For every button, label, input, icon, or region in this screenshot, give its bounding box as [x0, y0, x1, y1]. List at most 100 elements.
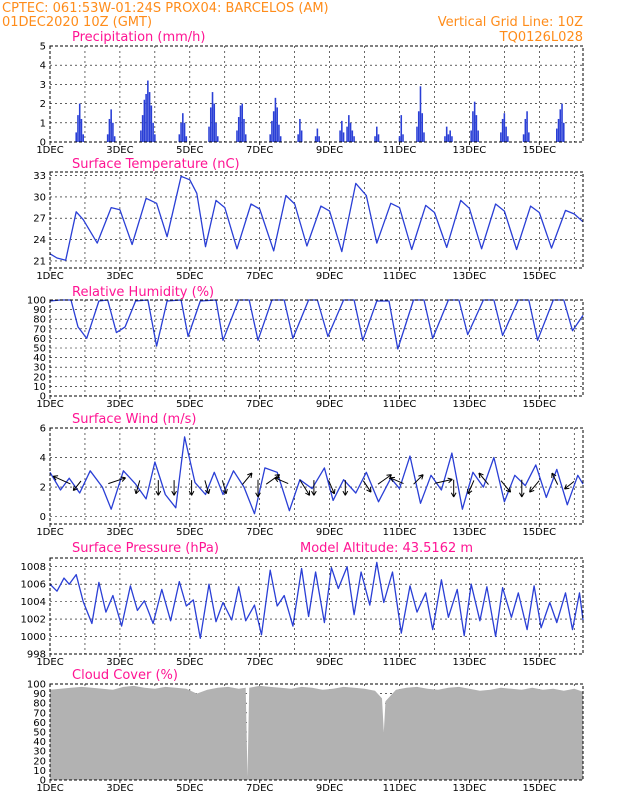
x-tick-label: 11DEC [383, 783, 417, 794]
precip-bar [402, 134, 404, 142]
precip-bar [271, 120, 273, 142]
precip-bar [444, 136, 446, 142]
panel-frame [49, 45, 584, 143]
precip-bar [351, 130, 354, 142]
x-tick-label: 5DEC [176, 145, 203, 156]
y-tick-label: 20 [33, 372, 46, 383]
precip-bar [75, 132, 77, 142]
x-tick-label: 3DEC [106, 527, 133, 538]
x-tick-label: 15DEC [522, 399, 556, 410]
x-tick-label: 13DEC [453, 271, 487, 282]
x-tick-label: 13DEC [453, 657, 487, 668]
x-tick-label: 9DEC [316, 527, 343, 538]
y-tick-label: 3 [40, 80, 46, 91]
wind-arrow [450, 479, 457, 498]
wind-arrow [72, 480, 82, 492]
precip-bar [447, 134, 450, 142]
x-tick-label: 13DEC [453, 399, 487, 410]
precip-bar [236, 130, 238, 142]
precip-bar [500, 132, 502, 142]
precip-bar [244, 134, 247, 142]
y-tick-label: 30 [33, 363, 46, 374]
y-tick-label: 6 [40, 424, 46, 435]
precip-bar [278, 124, 280, 142]
wind-arrow [551, 472, 559, 485]
x-tick-label: 1DEC [36, 657, 63, 668]
precip-bar [562, 122, 565, 142]
precip-bar [526, 111, 528, 142]
header-datetime: 01DEC2020 10Z (GMT) [2, 15, 152, 30]
x-tick-label: 5DEC [176, 783, 203, 794]
precip-bar [346, 126, 348, 142]
pressure-title: Surface Pressure (hPa) [72, 541, 219, 556]
wind-arrow [413, 474, 424, 485]
x-tick-label: 3DEC [106, 783, 133, 794]
wind-arrow [155, 480, 162, 496]
y-tick-label: 40 [33, 737, 46, 748]
y-tick-label: 100 [27, 680, 46, 691]
precip-bar [208, 126, 210, 142]
wind-arrow [171, 480, 177, 496]
y-tick-label: 0 [40, 138, 46, 149]
wind-arrow [478, 472, 489, 485]
wind-arrow [242, 472, 253, 485]
y-tick-label: 21 [33, 256, 46, 267]
y-tick-label: 0 [40, 392, 46, 403]
wind-arrow [362, 480, 372, 493]
x-tick-label: 9DEC [316, 145, 343, 156]
precip-bar [318, 136, 320, 142]
precip-bar [421, 113, 424, 142]
panel-frame [49, 557, 584, 655]
series-line [49, 299, 584, 350]
x-tick-label: 7DEC [246, 657, 273, 668]
wind-arrow [311, 480, 317, 496]
y-tick-label: 1008 [21, 562, 46, 573]
precip-bar [561, 103, 563, 142]
x-tick-label: 1DEC [36, 527, 63, 538]
wind-arrow [188, 480, 195, 496]
precip-bar [339, 130, 341, 142]
x-tick-label: 3DEC [106, 657, 133, 668]
precip-bar [272, 111, 275, 142]
y-tick-label: 50 [33, 344, 46, 355]
y-tick-label: 70 [33, 324, 46, 335]
precip-bar [348, 115, 350, 142]
precip-bar [108, 118, 111, 142]
precip-bar [503, 113, 506, 142]
wind-arrow [564, 481, 575, 490]
precip-bar [449, 130, 451, 142]
y-tick-label: 0 [40, 512, 46, 523]
x-tick-label: 9DEC [316, 399, 343, 410]
y-tick-label: 40 [33, 353, 46, 364]
x-tick-label: 9DEC [316, 783, 343, 794]
precip-bar [154, 134, 156, 142]
x-tick-label: 5DEC [176, 271, 203, 282]
y-tick-label: 70 [33, 708, 46, 719]
precip-bar [209, 107, 212, 142]
y-tick-label: 998 [27, 650, 46, 661]
y-tick-label: 1000 [21, 632, 46, 643]
wind-panel: Surface Wind (m/s) 0 2 4 6 1DEC 3DEC 5DEC 7DEC 9… [36, 412, 584, 538]
y-tick-label: 50 [33, 728, 46, 739]
wind-arrow [529, 480, 540, 493]
y-tick-label: 2 [40, 99, 46, 110]
precip-bar [145, 94, 147, 142]
model-altitude-annotation: Model Altitude: 43.5162 m [300, 541, 473, 556]
wind-arrow [377, 474, 392, 485]
wind-arrow [108, 476, 126, 485]
y-tick-label: 60 [33, 718, 46, 729]
precip-bar [470, 130, 472, 142]
precip-bar [279, 136, 282, 142]
precip-bar [416, 126, 418, 142]
y-tick-label: 4 [40, 453, 46, 464]
wind-arrow [255, 479, 261, 498]
temperature-panel: Surface Temperature (nC) 21 24 27 30 33 1DEC 3… [33, 157, 584, 282]
precip-bar [528, 132, 530, 142]
x-tick-label: 15DEC [522, 783, 556, 794]
y-tick-label: 20 [33, 756, 46, 767]
precip-bar [113, 136, 116, 142]
x-tick-label: 15DEC [522, 271, 556, 282]
wind-arrow [342, 480, 349, 496]
y-tick-label: 1004 [21, 597, 46, 608]
